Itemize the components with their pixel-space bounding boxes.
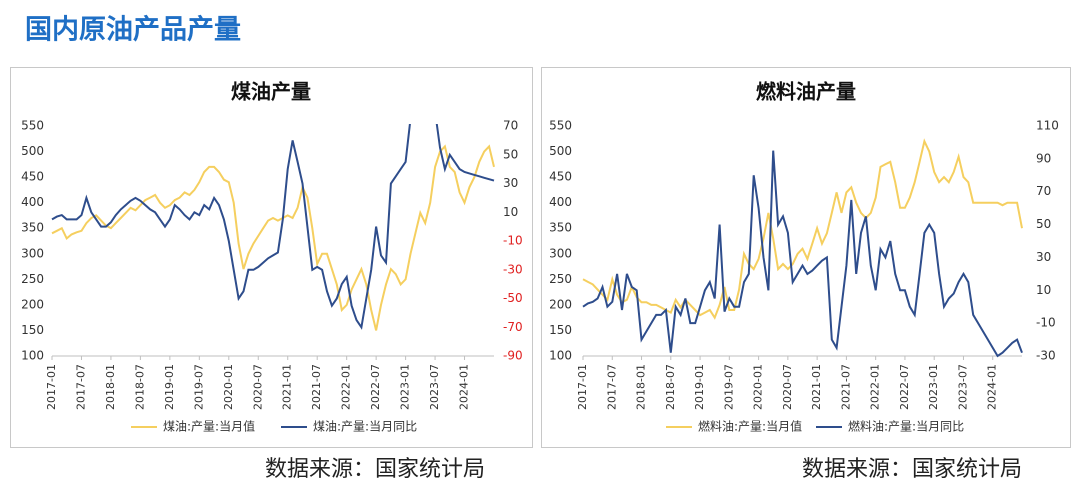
y-tick-label: 300 [21,246,44,260]
x-tick-label: 2021-01 [281,364,294,410]
y-tick-label: 400 [21,195,44,209]
x-tick-label: 2017-01 [45,364,58,410]
y-tick-label: 500 [549,144,572,158]
x-tick-label: 2020-01 [222,364,235,410]
x-tick-label: 2022-01 [340,364,353,410]
legend-label: 煤油:产量:当月同比 [313,420,417,434]
y2-tick-label: -50 [503,291,523,305]
y2-tick-label: -90 [503,349,523,363]
y-tick-label: 400 [549,195,572,209]
x-tick-label: 2020-01 [752,364,765,410]
y2-tick-label: 90 [1036,151,1051,165]
y2-tick-label: -10 [503,234,523,248]
x-tick-label: 2024-01 [458,364,471,410]
y2-tick-label: 50 [1036,217,1051,231]
y2-tick-label: -10 [1036,316,1056,330]
y-tick-label: 150 [21,323,44,337]
series-line [51,144,495,331]
source-note: 数据来源：国家统计局 [265,457,485,482]
y-tick-label: 200 [549,297,572,311]
y2-tick-label: -30 [503,262,523,276]
x-tick-label: 2021-07 [310,364,323,410]
y-tick-label: 450 [21,170,44,184]
x-tick-label: 2018-01 [635,364,648,410]
x-tick-label: 2019-01 [693,364,706,410]
x-tick-label: 2023-07 [956,364,969,410]
x-tick-label: 2019-07 [192,364,205,410]
y-tick-label: 300 [549,246,572,260]
y-tick-label: 350 [549,221,572,235]
y-tick-label: 100 [21,349,44,363]
x-tick-label: 2024-01 [986,364,999,410]
y-tick-label: 150 [549,323,572,337]
x-tick-label: 2017-01 [576,364,589,410]
x-tick-label: 2020-07 [251,364,264,410]
y-tick-label: 200 [21,297,44,311]
x-tick-label: 2023-01 [927,364,940,410]
page-title: 国内原油产品产量 [25,15,241,46]
x-tick-label: 2018-07 [664,364,677,410]
chart-title: 燃料油产量 [756,80,856,104]
x-tick-label: 2017-07 [74,364,87,410]
series-line [582,138,1023,320]
x-tick-label: 2022-07 [898,364,911,410]
y-tick-label: 250 [21,272,44,286]
y-tick-label: 100 [549,349,572,363]
y2-tick-label: 30 [503,176,518,190]
x-tick-label: 2019-01 [163,364,176,410]
chart-title: 煤油产量 [231,80,311,104]
series-line [582,150,1023,358]
x-tick-label: 2020-07 [781,364,794,410]
x-tick-label: 2022-01 [869,364,882,410]
panel [10,67,533,448]
y-tick-label: 450 [549,170,572,184]
y2-tick-label: 110 [1036,119,1059,133]
y2-tick-label: -30 [1036,349,1056,363]
legend-label: 煤油:产量:当月值 [163,419,255,434]
y-tick-label: 250 [549,272,572,286]
x-tick-label: 2021-07 [839,364,852,410]
y2-tick-label: 70 [503,119,518,133]
x-tick-label: 2017-07 [605,364,618,410]
y2-tick-label: 10 [1036,283,1051,297]
series-line [51,124,495,330]
x-tick-label: 2018-07 [133,364,146,410]
x-tick-label: 2023-01 [399,364,412,410]
x-tick-label: 2021-01 [810,364,823,410]
x-tick-label: 2019-07 [722,364,735,410]
legend-label: 燃料油:产量:当月值 [698,419,802,434]
y2-tick-label: 10 [503,205,518,219]
y2-tick-label: -70 [503,320,523,334]
y-tick-label: 500 [21,144,44,158]
y2-tick-label: 30 [1036,250,1051,264]
x-tick-label: 2023-07 [428,364,441,410]
y2-tick-label: 50 [503,147,518,161]
source-note: 数据来源：国家统计局 [802,457,1022,482]
y-tick-label: 550 [549,119,572,133]
y-tick-label: 350 [21,221,44,235]
x-tick-label: 2022-07 [369,364,382,410]
legend-label: 燃料油:产量:当月同比 [848,419,964,434]
y2-tick-label: 70 [1036,184,1051,198]
x-tick-label: 2018-01 [104,364,117,410]
y-tick-label: 550 [21,119,44,133]
